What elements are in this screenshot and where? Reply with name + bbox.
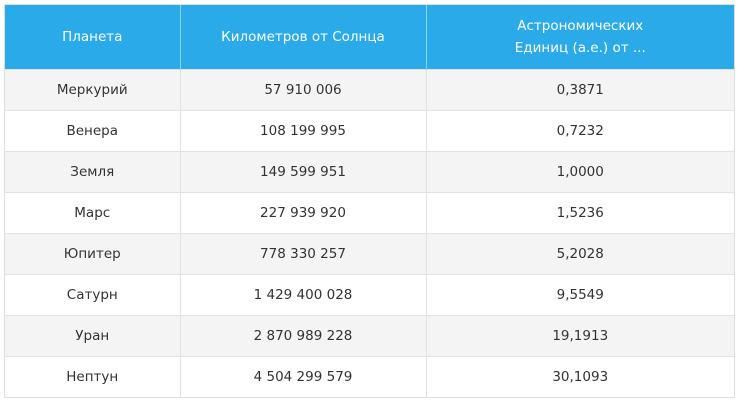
table-body: Меркурий 57 910 006 0,3871 Венера 108 19… <box>5 69 734 397</box>
header-planet: Планета <box>5 5 180 70</box>
table-row: Марс 227 939 920 1,5236 <box>5 192 734 234</box>
cell-km: 1 429 400 028 <box>179 274 426 316</box>
cell-au: 5,2028 <box>425 233 734 275</box>
table-row: Уран 2 870 989 228 19,1913 <box>5 315 734 357</box>
cell-au: 1,0000 <box>425 151 734 193</box>
cell-planet: Марс <box>5 192 180 234</box>
table-header: Планета Километров от Солнца Астрономиче… <box>5 5 734 70</box>
cell-km: 108 199 995 <box>179 110 426 152</box>
cell-planet: Венера <box>5 110 180 152</box>
cell-au: 19,1913 <box>425 315 734 357</box>
table-row: Юпитер 778 330 257 5,2028 <box>5 233 734 275</box>
cell-planet: Уран <box>5 315 180 357</box>
table-row: Венера 108 199 995 0,7232 <box>5 110 734 152</box>
cell-km: 4 504 299 579 <box>179 356 426 397</box>
cell-planet: Меркурий <box>5 69 180 111</box>
cell-km: 778 330 257 <box>179 233 426 275</box>
cell-au: 9,5549 <box>425 274 734 316</box>
planet-distance-table-container: Планета Километров от Солнца Астрономиче… <box>4 4 735 398</box>
header-row: Планета Километров от Солнца Астрономиче… <box>5 5 734 70</box>
cell-planet: Сатурн <box>5 274 180 316</box>
table-row: Сатурн 1 429 400 028 9,5549 <box>5 274 734 316</box>
table-row: Нептун 4 504 299 579 30,1093 <box>5 356 734 397</box>
table-row: Земля 149 599 951 1,0000 <box>5 151 734 193</box>
cell-planet: Земля <box>5 151 180 193</box>
header-astronomical-units-label: Астрономических Единиц (а.е.) от ... <box>514 18 646 56</box>
cell-km: 149 599 951 <box>179 151 426 193</box>
cell-km: 227 939 920 <box>179 192 426 234</box>
cell-au: 1,5236 <box>425 192 734 234</box>
cell-planet: Нептун <box>5 356 180 397</box>
cell-au: 0,3871 <box>425 69 734 111</box>
planet-distance-table: Планета Километров от Солнца Астрономиче… <box>5 5 734 397</box>
cell-au: 30,1093 <box>425 356 734 397</box>
header-km-from-sun: Километров от Солнца <box>179 5 426 70</box>
cell-au: 0,7232 <box>425 110 734 152</box>
cell-km: 2 870 989 228 <box>179 315 426 357</box>
cell-planet: Юпитер <box>5 233 180 275</box>
cell-km: 57 910 006 <box>179 69 426 111</box>
header-astronomical-units: Астрономических Единиц (а.е.) от ... <box>425 5 734 70</box>
table-row: Меркурий 57 910 006 0,3871 <box>5 69 734 111</box>
